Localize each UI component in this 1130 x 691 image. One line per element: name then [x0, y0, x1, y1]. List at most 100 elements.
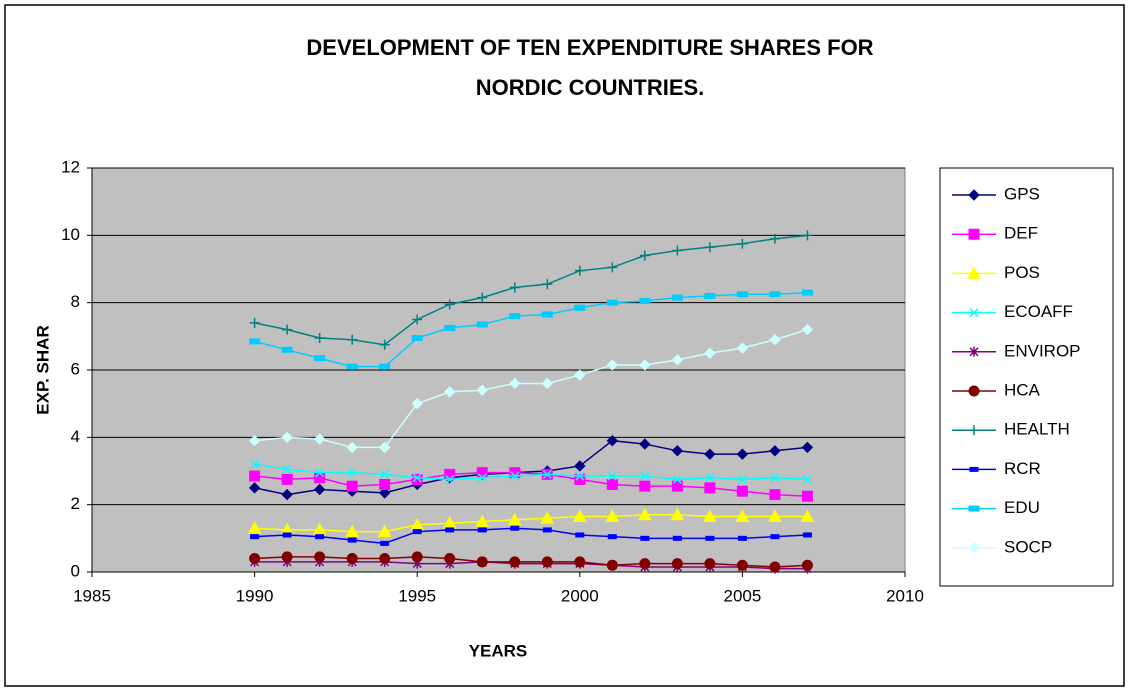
marker	[281, 346, 293, 353]
marker	[477, 473, 487, 483]
y-tick-label: 2	[71, 494, 80, 513]
marker	[542, 527, 552, 533]
marker	[671, 480, 683, 492]
marker	[411, 397, 423, 410]
marker	[250, 459, 260, 469]
marker	[445, 474, 455, 484]
marker	[542, 279, 553, 290]
x-tick-label: 2005	[723, 586, 761, 605]
marker	[736, 485, 748, 497]
marker	[314, 551, 326, 563]
marker	[801, 490, 813, 502]
marker	[704, 558, 716, 570]
marker	[705, 473, 715, 483]
marker	[770, 473, 780, 483]
marker	[477, 292, 488, 303]
marker	[606, 359, 619, 371]
x-tick-label: 1995	[398, 586, 436, 605]
marker	[769, 489, 781, 501]
marker	[801, 323, 814, 336]
marker	[671, 294, 683, 301]
series-line	[254, 514, 808, 533]
y-axis-label: EXP. SHAR	[33, 325, 52, 414]
legend-label: HCA	[1004, 380, 1041, 399]
marker	[541, 556, 553, 568]
marker	[639, 480, 651, 492]
marker	[378, 487, 391, 499]
marker	[542, 469, 552, 479]
marker	[704, 448, 716, 460]
marker	[704, 347, 716, 359]
marker	[671, 558, 683, 570]
marker	[574, 369, 586, 381]
marker	[575, 532, 585, 538]
marker	[444, 324, 456, 331]
marker	[444, 299, 455, 310]
marker	[412, 314, 423, 325]
marker	[607, 471, 617, 481]
marker	[574, 473, 586, 485]
marker	[704, 292, 716, 299]
title-box: DEVELOPMENT OF TEN EXPENDITURE SHARES FO…	[306, 35, 874, 100]
marker	[379, 553, 391, 565]
marker	[313, 483, 326, 496]
legend-marker	[968, 189, 980, 201]
marker	[574, 304, 586, 311]
series-line	[254, 234, 808, 346]
marker	[800, 509, 815, 522]
marker	[346, 441, 358, 454]
marker	[509, 282, 520, 293]
y-tick-label: 8	[71, 292, 80, 311]
legend-marker	[968, 385, 980, 397]
marker	[639, 558, 651, 570]
legend-label: RCR	[1004, 459, 1041, 478]
marker	[476, 556, 488, 568]
marker	[801, 559, 813, 571]
marker	[445, 527, 455, 533]
marker	[248, 434, 261, 447]
marker	[247, 521, 262, 534]
marker	[411, 473, 423, 485]
marker	[574, 460, 586, 472]
marker	[735, 509, 750, 522]
marker	[575, 471, 585, 481]
marker	[509, 377, 521, 390]
legend-marker	[967, 266, 981, 279]
marker	[510, 525, 520, 531]
marker	[801, 441, 814, 454]
marker	[281, 551, 293, 563]
marker	[509, 313, 521, 320]
chart-title: DEVELOPMENT OF TEN EXPENDITURE SHARES FO…	[306, 35, 874, 100]
marker	[802, 474, 812, 484]
marker	[704, 482, 716, 494]
marker	[248, 482, 261, 494]
marker	[606, 478, 618, 490]
marker	[412, 473, 422, 483]
legend-label: POS	[1004, 263, 1040, 282]
marker	[606, 559, 618, 571]
y-tick-label: 0	[71, 561, 80, 580]
x-tick-label: 1985	[73, 586, 111, 605]
marker	[379, 339, 390, 350]
legend-label: HEALTH	[1004, 420, 1070, 439]
legend-marker	[969, 308, 979, 318]
marker	[347, 537, 357, 543]
marker	[672, 474, 682, 484]
marker	[379, 363, 391, 370]
marker	[736, 448, 749, 460]
marker	[572, 509, 587, 522]
marker	[640, 535, 650, 541]
marker	[315, 468, 325, 478]
legend-marker	[968, 228, 980, 240]
marker	[377, 524, 392, 538]
marker	[347, 468, 357, 478]
marker	[444, 553, 456, 565]
marker	[345, 524, 360, 538]
marker	[639, 297, 651, 304]
marker	[444, 468, 456, 480]
y-tick-label: 10	[61, 225, 80, 244]
marker	[671, 354, 684, 366]
legend-label: ECOAFF	[1004, 302, 1073, 321]
y-tick-label: 6	[71, 359, 80, 378]
marker	[769, 561, 781, 573]
